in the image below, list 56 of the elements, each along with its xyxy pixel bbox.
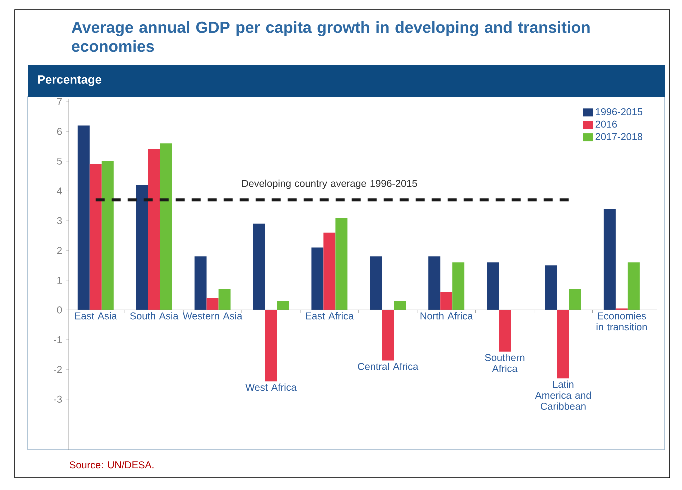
x-tick-label: Southern Africa [485,354,525,372]
y-tick-label: -3 [54,396,62,403]
chart-title: Average annual GDP per capita growth in developing and transition economies [72,22,590,52]
bar [394,301,406,310]
bar [148,150,160,310]
bar [628,262,640,310]
bar [557,310,570,379]
bar [428,256,441,310]
legend-label: 2017-2018 [596,133,643,140]
bar [160,144,172,310]
bar [324,232,336,310]
bar [370,256,382,310]
bar [440,292,453,310]
legend-label: 2016 [596,120,618,128]
bar [78,126,90,310]
bar [487,262,500,310]
x-tick-label: Latin America and Caribbean [535,380,592,410]
bar [545,266,558,310]
bar [102,161,114,310]
y-tick-label: 2 [57,247,62,254]
y-tick-label: 6 [57,128,62,136]
legend-label: 1996-2015 [596,108,643,116]
ref-line-label: Developing country average 1996-2015 [242,180,418,190]
y-tick-label: -2 [54,366,62,374]
bar [499,310,512,352]
bar [265,310,278,382]
bar [312,248,324,310]
y-tick-label: -1 [54,336,62,344]
y-tick-label: 0 [57,306,62,314]
bar [253,224,266,310]
bar [569,289,582,310]
x-tick-label: Central Africa [358,362,419,370]
bar [382,310,394,361]
x-tick-label: West Africa [246,384,297,392]
bar [336,218,348,310]
x-tick-label: North Africa [420,312,474,320]
y-tick-label: 3 [57,217,62,224]
y-tick-label: 1 [58,277,62,284]
x-tick-label: Economies in transition [596,312,648,331]
bar [206,298,219,310]
bar [194,256,207,310]
y-tick-label: 5 [57,158,62,165]
bar [452,262,465,310]
bar [90,164,102,310]
bar [218,289,231,310]
bar [277,301,290,310]
bar [604,209,616,310]
x-tick-label: South Asia [130,312,179,320]
y-tick-label: 4 [57,188,62,195]
text: Percentage [38,76,102,86]
y-tick-label: 7 [57,98,62,106]
source-note: Source: UN/DESA. [70,461,154,469]
bar [136,185,148,310]
x-tick-label: East Asia [75,312,118,320]
x-tick-label: Western Asia [183,312,243,320]
x-tick-label: East Africa [306,312,354,320]
